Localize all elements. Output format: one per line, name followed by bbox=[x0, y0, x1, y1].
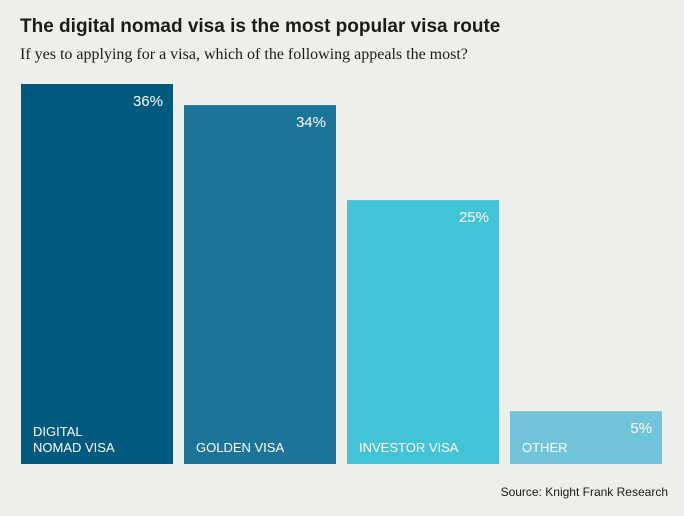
bar-digital-nomad-visa bbox=[21, 84, 173, 464]
category-label: INVESTOR VISA bbox=[359, 440, 459, 455]
value-label: 34% bbox=[296, 114, 326, 131]
value-label: 5% bbox=[630, 420, 652, 437]
category-label: DIGITAL NOMAD VISA bbox=[33, 424, 115, 455]
category-label: GOLDEN VISA bbox=[196, 440, 284, 455]
chart-subtitle: If yes to applying for a visa, which of … bbox=[20, 46, 468, 63]
bar-investor-visa bbox=[347, 200, 499, 464]
value-label: 36% bbox=[133, 93, 163, 110]
bar-other bbox=[510, 411, 662, 464]
source-note: Source: Knight Frank Research bbox=[500, 485, 668, 499]
value-label: 25% bbox=[459, 209, 489, 226]
category-label: OTHER bbox=[522, 440, 568, 455]
bar-golden-visa bbox=[184, 105, 336, 464]
chart-title: The digital nomad visa is the most popul… bbox=[20, 16, 501, 37]
